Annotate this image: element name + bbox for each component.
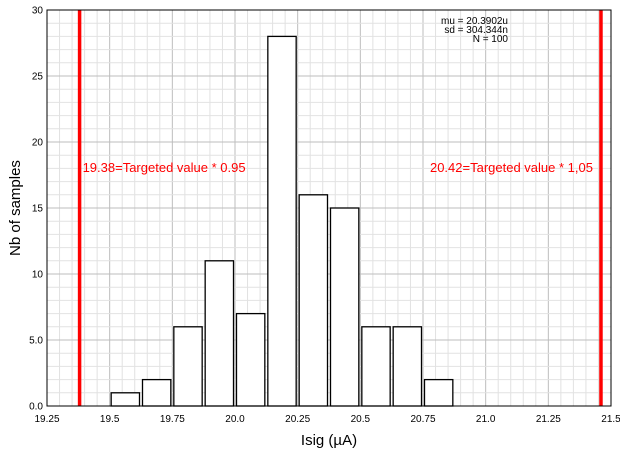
y-tick-label: 10: [32, 270, 44, 281]
histogram-bar: [361, 326, 391, 407]
y-tick-label: 0.0: [29, 402, 43, 413]
x-tick-label: 19.25: [34, 414, 59, 425]
x-tick-label: 21.0: [476, 414, 496, 425]
stats-line: N = 100: [473, 34, 509, 45]
bars: [110, 35, 454, 407]
stats-line: sd = 304.344n: [444, 25, 508, 36]
histogram-bar: [423, 378, 454, 407]
x-tick-label: 21.5: [601, 414, 620, 425]
x-tick-label: 21.25: [536, 414, 561, 425]
histogram-bar: [204, 260, 235, 407]
y-tick-labels: 0.0 5.0 10 15 20 25 30: [29, 6, 43, 413]
reference-line-label: 20.42=Targeted value * 1,05: [430, 160, 593, 175]
y-tick-label: 20: [32, 138, 44, 149]
histogram-bar: [329, 207, 360, 407]
x-tick-labels: 19.25 19.5 19.75 20.0 20.25 20.5 20.75 21.0 21.2…: [34, 414, 620, 425]
y-axis-label: Nb of samples: [7, 160, 24, 256]
x-tick-label: 19.75: [160, 414, 185, 425]
y-tick-label: 25: [32, 72, 44, 83]
x-tick-label: 20.25: [285, 414, 310, 425]
histogram-bar: [298, 194, 329, 407]
y-tick-label: 30: [32, 6, 44, 17]
reference-line-label: 19.38=Targeted value * 0.95: [83, 160, 246, 175]
histogram-bar: [267, 35, 297, 407]
reference-lines: 19.38=Targeted value * 0.95 20.42=Targete…: [77, 10, 603, 406]
y-tick-label: 5.0: [29, 336, 43, 347]
x-tick-label: 20.75: [410, 414, 435, 425]
histogram-bar: [392, 326, 423, 407]
y-tick-label: 15: [32, 204, 44, 215]
x-tick-label: 19.5: [100, 414, 120, 425]
histogram-bar: [173, 326, 203, 407]
histogram-bar: [110, 392, 141, 407]
histogram-bar: [235, 312, 266, 407]
x-tick-label: 20.5: [351, 414, 371, 425]
x-axis-label: Isig (µA): [301, 432, 357, 449]
stats-line: mu = 20.3902u: [441, 16, 508, 27]
plot-frame: [46, 9, 612, 407]
histogram-bar: [141, 378, 172, 407]
x-tick-label: 20.0: [225, 414, 245, 425]
